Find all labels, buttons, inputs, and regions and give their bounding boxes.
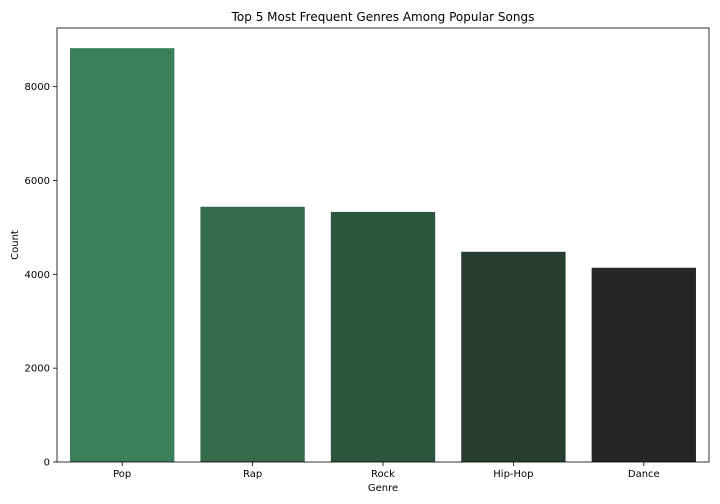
x-axis-ticks: Pop Rap Rock Hip-Hop Dance	[113, 462, 660, 480]
bar-rap	[200, 206, 305, 462]
bar-hip-hop	[461, 251, 566, 462]
y-axis-label: Count	[10, 230, 21, 260]
bars-group	[70, 48, 696, 462]
y-tick-label: 4000	[25, 270, 50, 281]
y-tick-label: 8000	[25, 82, 50, 93]
y-tick-label: 2000	[25, 364, 50, 375]
y-axis-ticks: 0 2000 4000 6000 8000	[25, 82, 57, 469]
plot-area-frame	[56, 27, 710, 463]
x-tick-label: Rap	[243, 469, 262, 480]
bar-rock	[330, 211, 436, 462]
chart-title: Top 5 Most Frequent Genres Among Popular…	[231, 10, 535, 24]
x-tick-label: Hip-Hop	[493, 469, 533, 480]
x-tick-label: Pop	[113, 469, 131, 480]
bar-pop	[70, 48, 175, 462]
x-tick-label: Dance	[628, 469, 660, 480]
y-tick-label: 6000	[25, 176, 50, 187]
x-tick-label: Rock	[371, 469, 395, 480]
bar-dance	[591, 267, 696, 462]
y-tick-label: 0	[44, 458, 50, 469]
x-axis-label: Genre	[368, 483, 398, 494]
